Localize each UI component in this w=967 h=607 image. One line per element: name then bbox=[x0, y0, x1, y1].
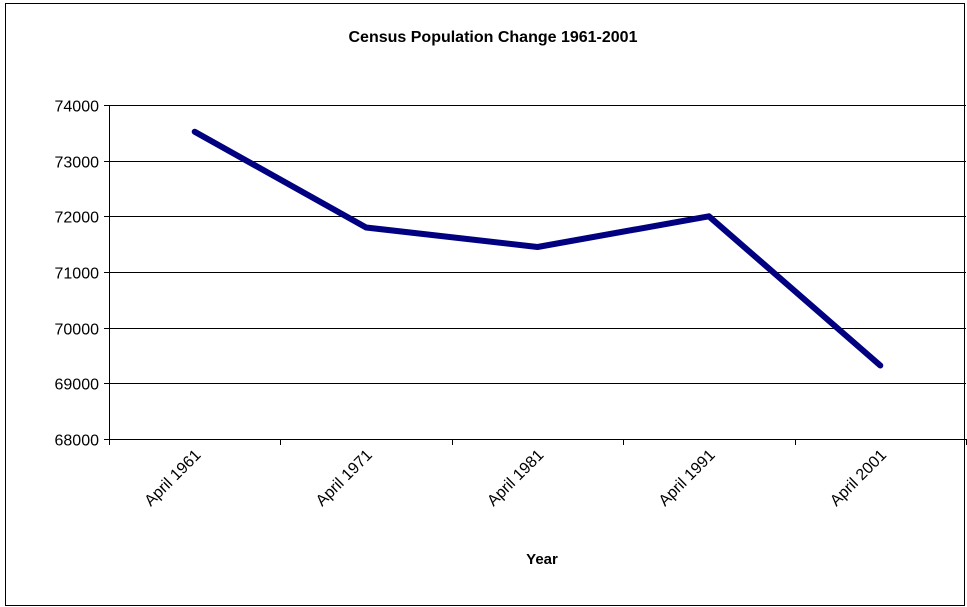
y-tick-label: 71000 bbox=[55, 266, 100, 283]
x-tick-label: April 1981 bbox=[484, 447, 547, 510]
y-tick-label: 73000 bbox=[55, 155, 100, 172]
data-point bbox=[537, 246, 538, 248]
chart-frame bbox=[5, 3, 965, 606]
y-tick-label: 74000 bbox=[55, 99, 100, 116]
y-tick-labels: 68000 69000 70000 71000 72000 73000 74000 bbox=[55, 99, 100, 450]
x-tick-label: April 1991 bbox=[656, 447, 719, 510]
data-point bbox=[194, 131, 196, 133]
series-line bbox=[191, 128, 884, 369]
x-tick-label: April 2001 bbox=[827, 447, 890, 510]
y-tick-label: 69000 bbox=[55, 377, 100, 394]
x-tick-label: April 1971 bbox=[313, 447, 376, 510]
x-axis-title: Year bbox=[526, 551, 558, 568]
data-point bbox=[879, 365, 881, 367]
y-tick-label: 68000 bbox=[55, 433, 100, 450]
y-tick-label: 72000 bbox=[55, 210, 100, 227]
x-tick-label: April 1961 bbox=[142, 447, 205, 510]
data-point bbox=[365, 226, 367, 228]
axes bbox=[104, 105, 967, 445]
data-point bbox=[708, 215, 710, 217]
x-tick-labels: April 1961 April 1971 April 1981 April 1991… bbox=[142, 447, 891, 510]
chart-title: Census Population Change 1961-2001 bbox=[349, 29, 638, 46]
series bbox=[191, 128, 884, 369]
y-tick-label: 70000 bbox=[55, 322, 100, 339]
